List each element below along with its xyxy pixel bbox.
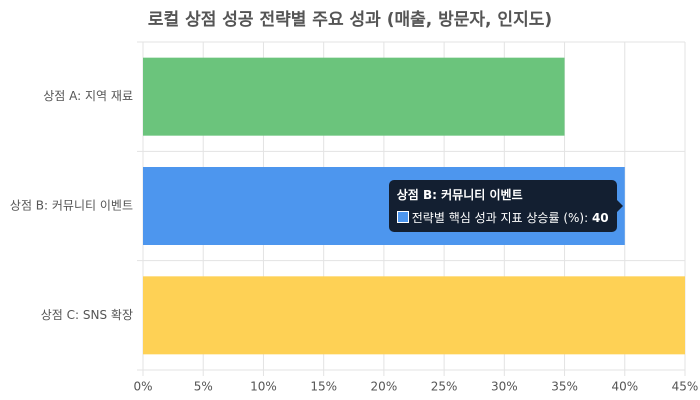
bar <box>143 276 685 355</box>
y-tick-label: 상점 C: SNS 확장 <box>41 308 133 322</box>
tooltip: 상점 B: 커뮤니티 이벤트 전략별 핵심 성과 지표 상승률 (%)40 <box>388 180 623 232</box>
x-tick-label: 15% <box>310 380 337 394</box>
x-tick-label: 20% <box>371 380 398 394</box>
tooltip-swatch <box>396 211 409 223</box>
x-tick-label: 45% <box>672 380 699 394</box>
x-tick-label: 5% <box>194 380 213 394</box>
chart-title: 로컬 상점 성공 전략별 주요 성과 (매출, 방문자, 인지도) <box>148 10 552 30</box>
tooltip-body: 전략별 핵심 성과 지표 상승률 (%)40 <box>396 209 609 226</box>
x-tick-label: 25% <box>431 380 458 394</box>
tooltip-arrow <box>616 200 623 212</box>
tooltip-series: 전략별 핵심 성과 지표 상승률 (%) <box>412 211 592 225</box>
x-tick-label: 0% <box>133 380 152 394</box>
y-tick-label: 상점 B: 커뮤니티 이벤트 <box>10 199 133 213</box>
x-tick-label: 40% <box>611 380 638 394</box>
x-tick-label: 10% <box>250 380 277 394</box>
tooltip-title: 상점 B: 커뮤니티 이벤트 <box>396 188 523 202</box>
x-tick-label: 30% <box>491 380 518 394</box>
y-tick-label: 상점 A: 지역 재료 <box>43 89 133 103</box>
bar <box>143 57 565 136</box>
x-tick-label: 35% <box>551 380 578 394</box>
tooltip-value: 40 <box>591 211 609 225</box>
